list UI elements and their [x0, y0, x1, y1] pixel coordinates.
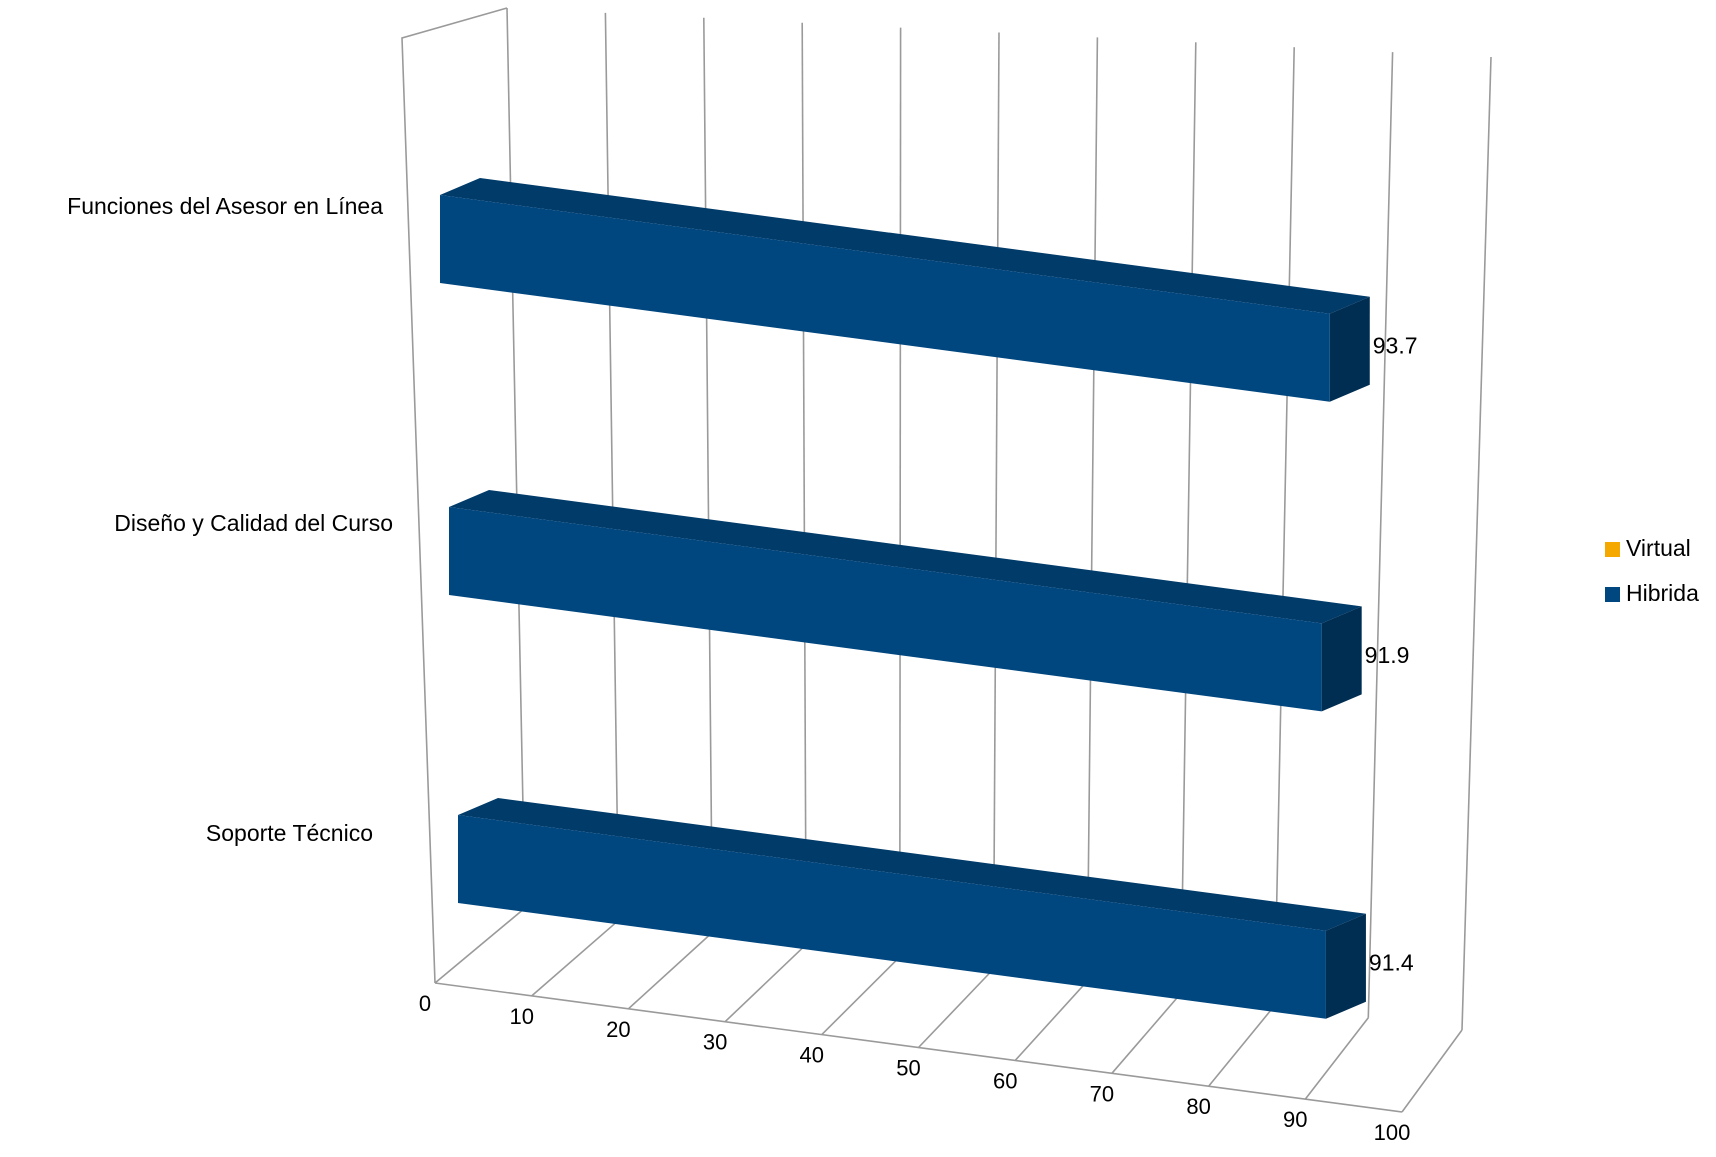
bar: [449, 507, 1322, 712]
legend-swatch: [1605, 542, 1620, 557]
gridline-vertical-4: [898, 27, 902, 957]
gridline-vertical-6: [1086, 37, 1099, 982]
data-label: 91.4: [1369, 949, 1414, 975]
gridline-vertical-5: [992, 32, 1000, 970]
category-label: Soporte Técnico: [206, 820, 373, 846]
bar-end-face: [1325, 913, 1366, 1019]
x-tick-label: 40: [800, 1043, 824, 1068]
chart-bars: [440, 178, 1370, 1019]
x-tick-label: 70: [1090, 1081, 1114, 1106]
chart-left-wall: [401, 7, 508, 984]
gridline-floor-1: [531, 919, 620, 997]
gridline-floor-0: [434, 907, 526, 984]
gridline-floor-9: [1304, 1017, 1369, 1100]
x-tick-label: 30: [703, 1030, 727, 1055]
chart-grid: [401, 7, 1492, 1113]
gridline-vertical-0: [506, 7, 526, 909]
x-tick-label: 90: [1283, 1107, 1307, 1132]
bar-top-face: [458, 798, 1366, 931]
x-tick-label: 0: [419, 991, 431, 1016]
chart-floor-edge: [434, 982, 1403, 1113]
bar-end-face: [1321, 606, 1362, 712]
legend-swatch: [1605, 587, 1620, 602]
gridline-floor-6: [1014, 980, 1088, 1061]
category-label: Diseño y Calidad del Curso: [114, 510, 393, 536]
gridline-vertical-10: [1461, 56, 1492, 1031]
gridline-floor-10: [1401, 1029, 1463, 1113]
bar-top-face: [440, 178, 1370, 314]
bar: [440, 195, 1330, 402]
gridline-vertical-2: [703, 17, 714, 933]
bar-group: [449, 490, 1362, 712]
chart-legend: Virtual Hibrida: [1605, 535, 1699, 606]
gridline-vertical-3: [801, 22, 807, 945]
gridline-floor-3: [724, 944, 807, 1023]
bar-end-face: [1329, 296, 1370, 402]
gridline-vertical-7: [1180, 42, 1197, 994]
bar-group: [458, 798, 1366, 1019]
bar-top-face: [449, 490, 1362, 624]
gridline-floor-2: [627, 931, 713, 1010]
gridline-vertical-8: [1273, 47, 1295, 1006]
gridline-floor-7: [1111, 992, 1182, 1074]
gridline-floor-8: [1207, 1005, 1276, 1087]
bar-group: [440, 178, 1370, 402]
bar: [458, 815, 1326, 1019]
legend-label: Hibrida: [1626, 580, 1699, 606]
gridline-vertical-1: [604, 12, 620, 921]
data-label: 93.7: [1373, 332, 1418, 358]
category-label: Funciones del Asesor en Línea: [67, 193, 383, 219]
gridline-floor-4: [821, 956, 901, 1036]
x-tick-label: 60: [993, 1068, 1017, 1093]
x-tick-label: 50: [896, 1056, 920, 1081]
chart-labels: 0 10 20 30 40 50 60 70 80 90 100 93.7 Funciones del …: [67, 193, 1417, 1145]
x-tick-label: 10: [509, 1004, 533, 1029]
data-label: 91.9: [1365, 642, 1410, 668]
legend-label: Virtual: [1626, 535, 1691, 561]
x-tick-label: 20: [606, 1017, 630, 1042]
gridline-floor-5: [917, 968, 995, 1049]
x-tick-label: 80: [1186, 1094, 1210, 1119]
x-tick-label: 100: [1374, 1120, 1411, 1145]
gridline-vertical-9: [1367, 52, 1394, 1018]
